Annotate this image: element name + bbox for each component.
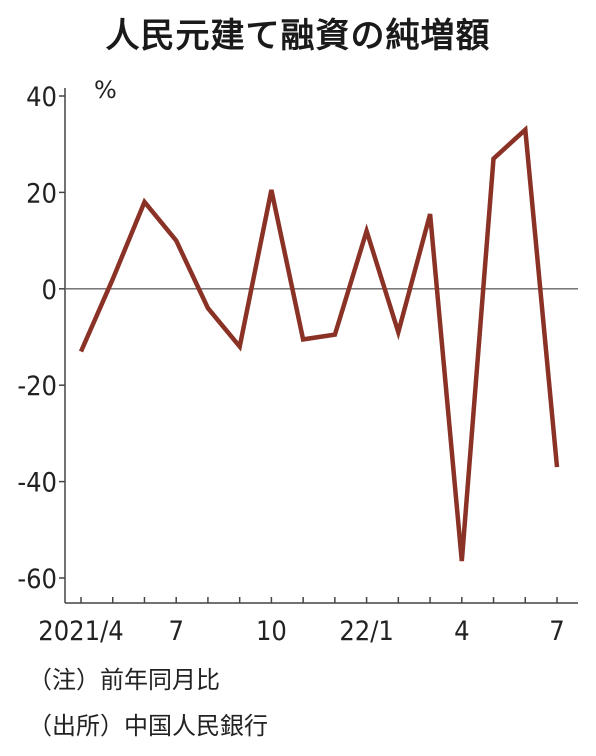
line-chart: 40 20 0 -20 -40 -60% 2021/4 7 10 22/1 4 7 [17,76,578,647]
series-line [78,124,560,562]
y-tick-label: -20 [17,371,57,402]
x-tick-label: 7 [549,616,564,647]
x-tick-label: 7 [168,616,183,647]
x-tick-label: 22/1 [339,616,394,647]
chart-title: 人民元建て融資の純増額 [105,16,491,56]
chart-axes: 40 20 0 -20 -40 -60% 2021/4 7 10 22/1 4 7 [17,76,578,647]
footnote: （注）前年同月比 [28,666,220,694]
y-axis-unit: % [94,76,117,104]
x-tick-label: 2021/4 [38,616,123,647]
y-tick-label: -40 [17,468,57,499]
source-note: （出所）中国人民銀行 [28,712,268,740]
y-tick-label: 0 [42,275,57,306]
y-tick-label: 20 [26,178,57,209]
plot-area [78,124,560,562]
x-tick-label: 10 [256,616,287,647]
x-tick-label: 4 [454,616,469,647]
y-tick-label: -60 [17,564,57,595]
y-tick-label: 40 [26,82,57,113]
